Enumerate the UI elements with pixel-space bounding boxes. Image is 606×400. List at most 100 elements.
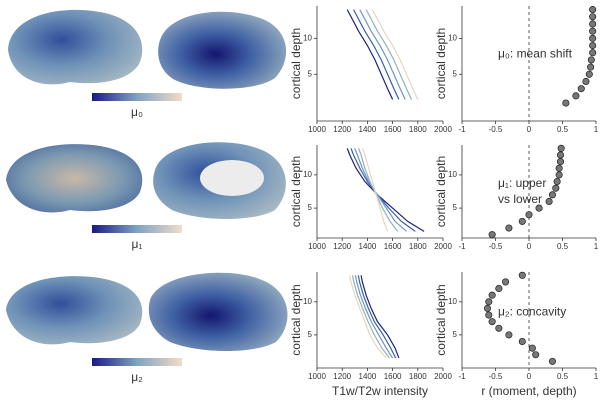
x-tick-label: 1 (594, 125, 599, 134)
x-tick-label: 1600 (384, 242, 402, 251)
colorbar-label: μ₀ (131, 105, 143, 119)
y-tick-label: 5 (308, 203, 313, 212)
x-tick-label: 0.5 (557, 372, 569, 381)
point (535, 204, 543, 212)
x-tick-label: -0.5 (489, 242, 503, 251)
y-tick-label: 5 (453, 69, 458, 78)
depth-profile (358, 148, 399, 232)
x-tick-label: 1800 (409, 372, 427, 381)
x-tick-label: 0 (527, 125, 532, 134)
y-axis-label: cortical depth (434, 284, 448, 355)
point (587, 56, 595, 64)
x-tick-label: 1 (594, 242, 599, 251)
x-tick-label: 2000 (434, 125, 452, 134)
point (485, 311, 493, 319)
x-tick-label: 1600 (384, 372, 402, 381)
colorbars: μ₀ μ₁ μ₂ (92, 93, 182, 384)
point (589, 6, 597, 14)
y-tick-label: 10 (303, 33, 312, 42)
x-axis-label: r (moment, depth) (481, 384, 576, 398)
brain-medial (158, 11, 287, 89)
annotation: μ₀: mean shift (498, 46, 573, 60)
x-tick-label: 1800 (409, 242, 427, 251)
x-tick-label: -1 (458, 242, 466, 251)
point (528, 344, 536, 352)
point (589, 49, 597, 57)
brain-medial (148, 272, 288, 351)
depth-profile (365, 9, 413, 100)
point (548, 191, 557, 199)
point (589, 41, 597, 50)
x-tick-label: -1 (458, 372, 466, 381)
point (589, 13, 597, 21)
point (589, 34, 597, 42)
brain-lateral (8, 9, 143, 85)
y-tick-label: 10 (448, 33, 457, 42)
colorbar-label: μ₂ (131, 370, 143, 384)
point (485, 298, 493, 306)
y-tick-label: 5 (453, 330, 458, 339)
point (501, 278, 510, 286)
y-tick-label: 10 (303, 170, 312, 179)
point (532, 351, 540, 359)
point (553, 177, 561, 186)
x-tick-label: 2000 (434, 372, 452, 381)
x-tick-label: 1200 (333, 372, 351, 381)
point (555, 164, 563, 172)
brains (6, 9, 288, 351)
point (555, 171, 563, 179)
x-tick-label: 1000 (308, 125, 326, 134)
x-tick-label: 1400 (359, 372, 377, 381)
point (585, 70, 593, 78)
x-tick-label: -0.5 (489, 125, 503, 134)
x-tick-label: -0.5 (489, 372, 503, 381)
x-tick-label: 2000 (434, 242, 452, 251)
point (556, 151, 565, 159)
x-tick-label: 1600 (384, 125, 402, 134)
x-tick-label: 1200 (333, 242, 351, 251)
brain-callosum (200, 160, 264, 196)
y-tick-label: 10 (448, 297, 457, 306)
annotation: μ₁: upper (498, 176, 546, 190)
point (589, 27, 597, 35)
point (589, 20, 597, 28)
depth-profile (354, 275, 394, 359)
point (545, 197, 553, 206)
point (505, 224, 513, 232)
y-tick-label: 5 (453, 203, 458, 212)
point (548, 357, 557, 365)
point (488, 318, 496, 326)
x-tick-label: -1 (458, 125, 466, 134)
depth-profile (361, 148, 389, 232)
point (495, 285, 503, 293)
annotation: μ₂: concavity (498, 304, 566, 318)
y-axis-label: cortical depth (289, 156, 303, 227)
x-tick-label: 1400 (359, 125, 377, 134)
point (552, 184, 560, 192)
x-tick-label: 0 (527, 242, 532, 251)
point (525, 211, 533, 219)
depth-profile (371, 9, 419, 100)
y-tick-label: 10 (448, 170, 457, 179)
colorbar (92, 225, 182, 233)
depth-profile (346, 9, 394, 100)
depth-profile (360, 275, 400, 359)
brain-lateral (6, 144, 143, 213)
point (488, 231, 496, 239)
x-tick-label: 1000 (308, 242, 326, 251)
point (577, 85, 585, 93)
point (483, 304, 492, 312)
depth-profile (349, 275, 387, 359)
y-axis-label: cortical depth (289, 284, 303, 355)
colorbar (92, 358, 182, 366)
brain-lateral (6, 276, 143, 345)
y-tick-label: 5 (308, 330, 313, 339)
x-axis-label: T1w/T2w intensity (332, 384, 428, 398)
x-tick-label: 1000 (308, 372, 326, 381)
colorbar (92, 93, 182, 101)
point (488, 291, 496, 299)
x-tick-label: 0.5 (557, 125, 569, 134)
point (572, 92, 580, 100)
point (505, 331, 513, 339)
point (518, 217, 526, 225)
